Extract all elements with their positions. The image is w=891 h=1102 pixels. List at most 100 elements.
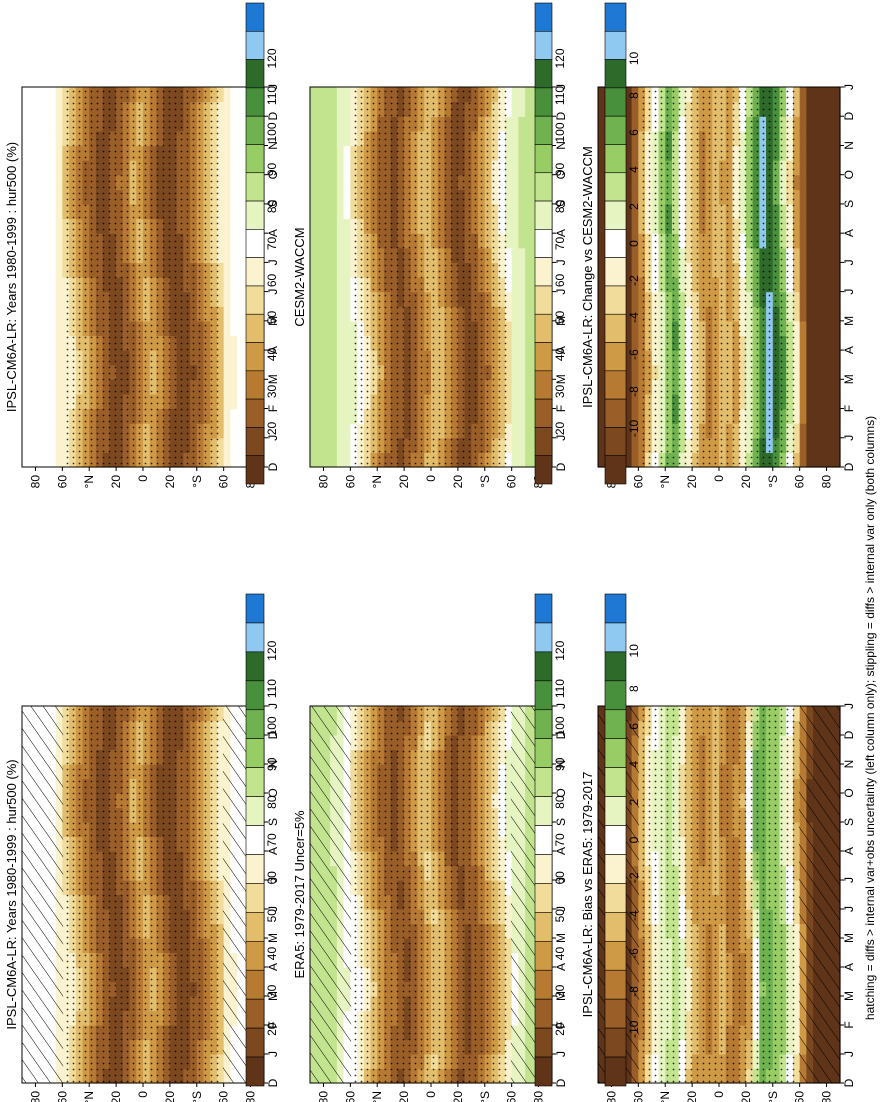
- heatmap-cell: [336, 87, 345, 103]
- month-tick-label: J: [554, 906, 568, 912]
- heatmap-cell: [42, 364, 50, 380]
- heatmap-cell: [230, 335, 238, 351]
- heatmap-cell: [323, 101, 331, 117]
- heatmap-cell: [792, 735, 801, 751]
- heatmap-cell: [525, 335, 533, 351]
- heatmap-cell: [336, 379, 345, 395]
- heatmap-cell: [310, 130, 318, 147]
- colorbar-swatch: [245, 144, 265, 174]
- month-tick-label: S: [266, 200, 280, 208]
- heatmap-cell: [336, 306, 345, 322]
- colorbar-label: 100: [553, 716, 567, 736]
- month-tick-label: J: [554, 703, 568, 709]
- heatmap-cell: [316, 262, 325, 278]
- colorbar-label: 120: [553, 48, 567, 68]
- heatmap-cell: [216, 938, 225, 954]
- heatmap-cell: [237, 306, 245, 322]
- heatmap-cell: [504, 247, 513, 263]
- colorbar-label: 70: [265, 237, 279, 251]
- colorbar-swatch: [534, 342, 553, 372]
- panel-ipsl-top: 8060°N20020°S6080DJFMAMJJASONDJIPSL-CM6A…: [4, 2, 280, 488]
- heatmap-cell: [48, 291, 57, 307]
- lat-tick-label: 20: [163, 1091, 177, 1102]
- heatmap-cell: [316, 174, 325, 190]
- colorbar-swatch: [534, 767, 553, 797]
- heatmap-cell: [343, 306, 351, 322]
- lat-tick-label: 20: [397, 475, 411, 489]
- heatmap-cell: [323, 233, 331, 249]
- heatmap-cell: [237, 350, 245, 366]
- heatmap-cell: [316, 393, 325, 410]
- heatmap-cell: [504, 218, 513, 234]
- colorbar-swatch: [245, 796, 265, 826]
- colorbar-swatch: [534, 825, 553, 855]
- heatmap-cell: [22, 379, 30, 395]
- colorbar-swatch: [534, 796, 553, 826]
- heatmap-cell: [310, 379, 318, 395]
- heatmap-cell: [55, 437, 63, 453]
- heatmap-cell: [22, 203, 30, 220]
- heatmap-cell: [35, 203, 43, 220]
- heatmap-cell: [216, 836, 225, 852]
- hatching-overlay-north: [22, 706, 64, 1083]
- heatmap-cell: [504, 423, 513, 439]
- heatmap-cell: [216, 350, 225, 366]
- heatmap-cell: [48, 174, 57, 190]
- heatmap-cell: [343, 101, 351, 117]
- month-tick-label: D: [554, 1078, 568, 1087]
- colorbar-label: 20: [553, 422, 567, 436]
- heatmap-cell: [316, 350, 325, 366]
- heatmap-cell: [216, 87, 225, 103]
- heatmap-cell: [316, 335, 325, 351]
- month-tick-label: D: [554, 730, 568, 739]
- heatmap-cell: [343, 130, 351, 147]
- month-tick-label: J: [554, 84, 568, 90]
- heatmap-cell: [42, 101, 50, 117]
- colorbar-label: 30: [265, 984, 279, 998]
- month-tick-label: J: [266, 703, 280, 709]
- heatmap-cell: [28, 145, 37, 161]
- colorbar-swatch: [534, 427, 553, 457]
- heatmap-cell: [216, 720, 225, 736]
- heatmap-cell: [22, 437, 30, 453]
- heatmap-cell: [792, 981, 801, 997]
- heatmap-cell: [525, 408, 533, 424]
- heatmap-cell: [223, 423, 231, 439]
- heatmap-cell: [48, 408, 57, 424]
- heatmap-cell: [525, 364, 533, 380]
- month-tick-label: M: [266, 316, 280, 326]
- heatmap-cell: [55, 247, 63, 263]
- heatmap-cell: [316, 437, 325, 453]
- heatmap-cell: [504, 203, 513, 220]
- heatmap-cell: [336, 218, 345, 234]
- heatmap-cell: [216, 778, 225, 794]
- heatmap-cell: [55, 350, 63, 366]
- colorbar-swatch: [245, 767, 265, 797]
- heatmap-cell: [42, 87, 50, 103]
- lat-tick-label: 20: [109, 1091, 123, 1102]
- hatching-overlay-north: [310, 706, 352, 1083]
- heatmap-cell: [22, 306, 30, 322]
- colorbar-swatch: [245, 940, 265, 971]
- heatmap-cell: [216, 865, 225, 881]
- heatmap-cell: [42, 130, 50, 147]
- heatmap-cell: [223, 116, 231, 132]
- heatmap-cell: [504, 1025, 513, 1041]
- heatmap-cell: [237, 291, 245, 307]
- colorbar-swatch: [534, 622, 553, 653]
- heatmap-cell: [316, 291, 325, 307]
- heatmap-cell: [237, 335, 245, 351]
- heatmap-cell: [336, 130, 345, 147]
- heatmap-cell: [336, 174, 345, 190]
- heatmap-cell: [22, 218, 30, 234]
- colorbar-swatch: [245, 285, 265, 315]
- colorbar-label: 40: [553, 348, 567, 362]
- colorbar-swatch: [534, 115, 553, 145]
- heatmap-cell: [28, 350, 37, 366]
- month-tick-label: D: [554, 112, 568, 121]
- colorbar-label: 60: [265, 274, 279, 288]
- heatmap-cell: [55, 393, 63, 410]
- heatmap-cell: [48, 247, 57, 263]
- heatmap-cell: [48, 277, 57, 293]
- heatmap-cell: [336, 335, 345, 351]
